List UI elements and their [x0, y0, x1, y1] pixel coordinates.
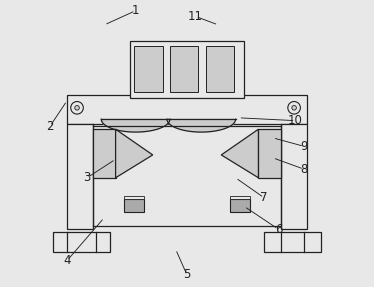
Polygon shape	[116, 129, 153, 178]
Circle shape	[71, 102, 83, 114]
Polygon shape	[221, 129, 258, 178]
Text: 2: 2	[46, 120, 53, 133]
Bar	[281, 123, 307, 229]
Text: 1: 1	[132, 4, 140, 17]
Bar	[264, 232, 321, 252]
Circle shape	[288, 102, 300, 114]
Bar	[53, 232, 110, 252]
Text: 6: 6	[275, 223, 282, 236]
Text: 3: 3	[83, 171, 91, 184]
Bar	[67, 123, 93, 229]
Bar	[93, 129, 116, 178]
Text: 7: 7	[260, 191, 268, 204]
Text: 9: 9	[300, 140, 308, 153]
Polygon shape	[101, 119, 170, 132]
Bar	[206, 46, 234, 92]
Bar	[67, 95, 307, 123]
Text: 8: 8	[300, 163, 308, 176]
Bar	[258, 129, 281, 178]
Bar	[230, 199, 250, 212]
Bar	[134, 46, 163, 92]
Polygon shape	[167, 119, 236, 132]
Text: 5: 5	[183, 268, 191, 281]
Bar	[170, 46, 199, 92]
Bar	[230, 196, 250, 199]
Bar	[124, 199, 144, 212]
Circle shape	[75, 106, 79, 110]
Text: 11: 11	[188, 10, 203, 23]
Text: 4: 4	[63, 254, 71, 267]
Circle shape	[292, 106, 296, 110]
Bar	[124, 196, 144, 199]
Bar	[130, 41, 244, 98]
Text: 10: 10	[288, 114, 303, 127]
